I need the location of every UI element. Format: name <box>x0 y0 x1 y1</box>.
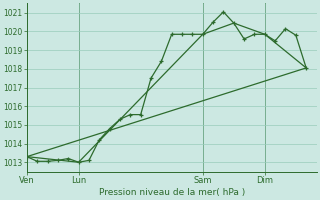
X-axis label: Pression niveau de la mer( hPa ): Pression niveau de la mer( hPa ) <box>99 188 245 197</box>
